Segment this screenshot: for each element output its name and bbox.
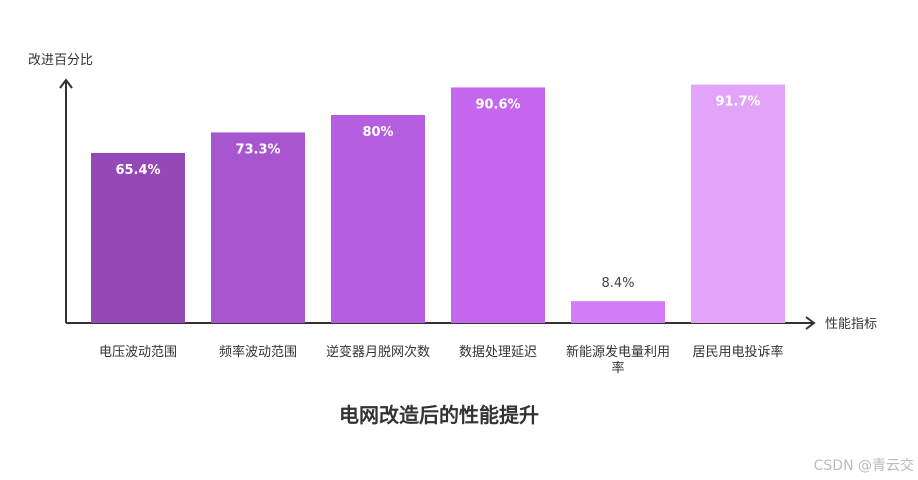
bar <box>91 152 185 323</box>
value-label: 65.4% <box>115 163 160 178</box>
value-label: 91.7% <box>715 95 760 110</box>
x-tick-label: 频率波动范围 <box>218 345 297 360</box>
value-label: 80% <box>362 125 393 140</box>
value-label: 73.3% <box>235 142 280 157</box>
y-axis-label: 改进百分比 <box>28 53 93 68</box>
x-axis-arrow <box>805 316 816 330</box>
bar <box>451 87 545 323</box>
bar <box>211 132 305 323</box>
x-tick-label: 数据处理延迟 <box>458 345 537 360</box>
bar <box>691 84 785 323</box>
chart-title: 电网改造后的性能提升 <box>339 403 539 427</box>
x-tick-label: 逆变器月脱网次数 <box>326 345 431 360</box>
bar <box>331 115 425 323</box>
x-tick-label: 新能源发电量利用率 <box>566 345 671 376</box>
bar <box>571 301 665 323</box>
x-axis-label: 性能指标 <box>825 317 877 332</box>
value-label: 90.6% <box>475 97 520 112</box>
x-tick-label: 电压波动范围 <box>98 345 177 360</box>
x-tick-label: 居民用电投诉率 <box>692 345 784 360</box>
value-label: 8.4% <box>601 276 634 291</box>
watermark: CSDN @青云交 <box>814 457 914 474</box>
y-axis-arrow <box>59 78 73 89</box>
